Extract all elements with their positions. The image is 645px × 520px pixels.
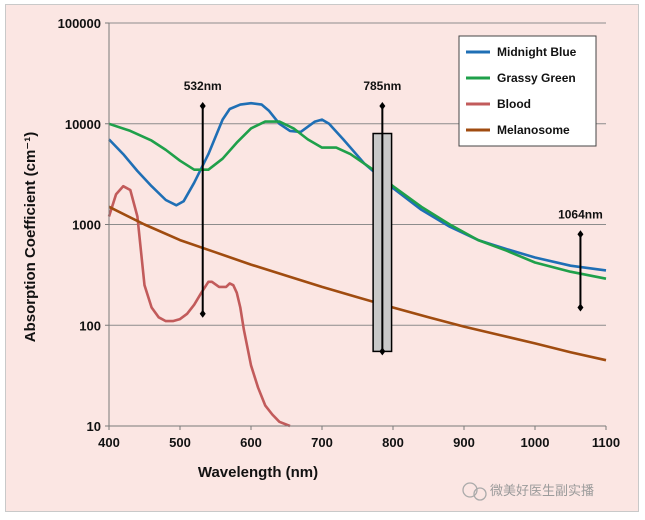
legend: Midnight Blue Grassy Green Blood Melanosome xyxy=(458,35,597,147)
x-tick-label-600: 600 xyxy=(240,435,262,450)
annotation-marker-top-785nm xyxy=(379,102,386,111)
y-tick-label-10: 10 xyxy=(87,419,101,434)
wechat-icon xyxy=(462,482,487,501)
legend-box xyxy=(458,35,597,147)
legend-label-grassy-green: Grassy Green xyxy=(497,71,576,85)
x-tick-label-700: 700 xyxy=(311,435,333,450)
x-tick-label-1000: 1000 xyxy=(521,435,550,450)
chart-figure: 532nm 785nm 1064nm 400 500 600 700 800 900 1000 1… xyxy=(5,4,639,512)
x-axis-title: Wavelength (nm) xyxy=(198,464,318,481)
x-tick-label-800: 800 xyxy=(382,435,404,450)
y-tick-label-100000: 100000 xyxy=(58,16,101,31)
absorption-chart: 532nm 785nm 1064nm 400 500 600 700 800 900 1000 1… xyxy=(22,16,620,501)
x-tick-label-400: 400 xyxy=(98,435,120,450)
annotation-marker-bottom-785nm xyxy=(379,347,386,356)
annotation-label-785nm: 785nm xyxy=(363,79,401,93)
annotation-label-1064nm: 1064nm xyxy=(558,207,603,221)
x-tick-label-1100: 1100 xyxy=(592,435,620,450)
y-axis-title: Absorption Coefficient (cm⁻¹) xyxy=(22,132,39,342)
legend-label-midnight-blue: Midnight Blue xyxy=(497,45,577,59)
series-line-midnight-blue xyxy=(108,101,607,272)
legend-label-blood: Blood xyxy=(497,97,531,111)
legend-label-melanosome: Melanosome xyxy=(497,123,570,137)
annotation-marker-bottom-532nm xyxy=(199,309,206,318)
series-line-blood xyxy=(107,184,291,428)
y-tick-label-100: 100 xyxy=(79,318,101,333)
series-line-grassy-green xyxy=(108,120,607,280)
series-line-melanosome xyxy=(108,205,607,362)
annotation-marker-top-532nm xyxy=(199,102,206,111)
watermark-text: 微美好医生副实播 xyxy=(490,483,594,498)
x-tick-label-900: 900 xyxy=(453,435,475,450)
annotation-marker-bottom-1064nm xyxy=(577,303,584,312)
annotation-marker-top-1064nm xyxy=(577,230,584,239)
y-tick-label-1000: 1000 xyxy=(72,218,101,233)
annotation-label-532nm: 532nm xyxy=(184,79,222,93)
watermark: 微美好医生副实播 xyxy=(462,482,594,501)
y-tick-label-10000: 10000 xyxy=(65,117,101,132)
x-tick-label-500: 500 xyxy=(169,435,191,450)
